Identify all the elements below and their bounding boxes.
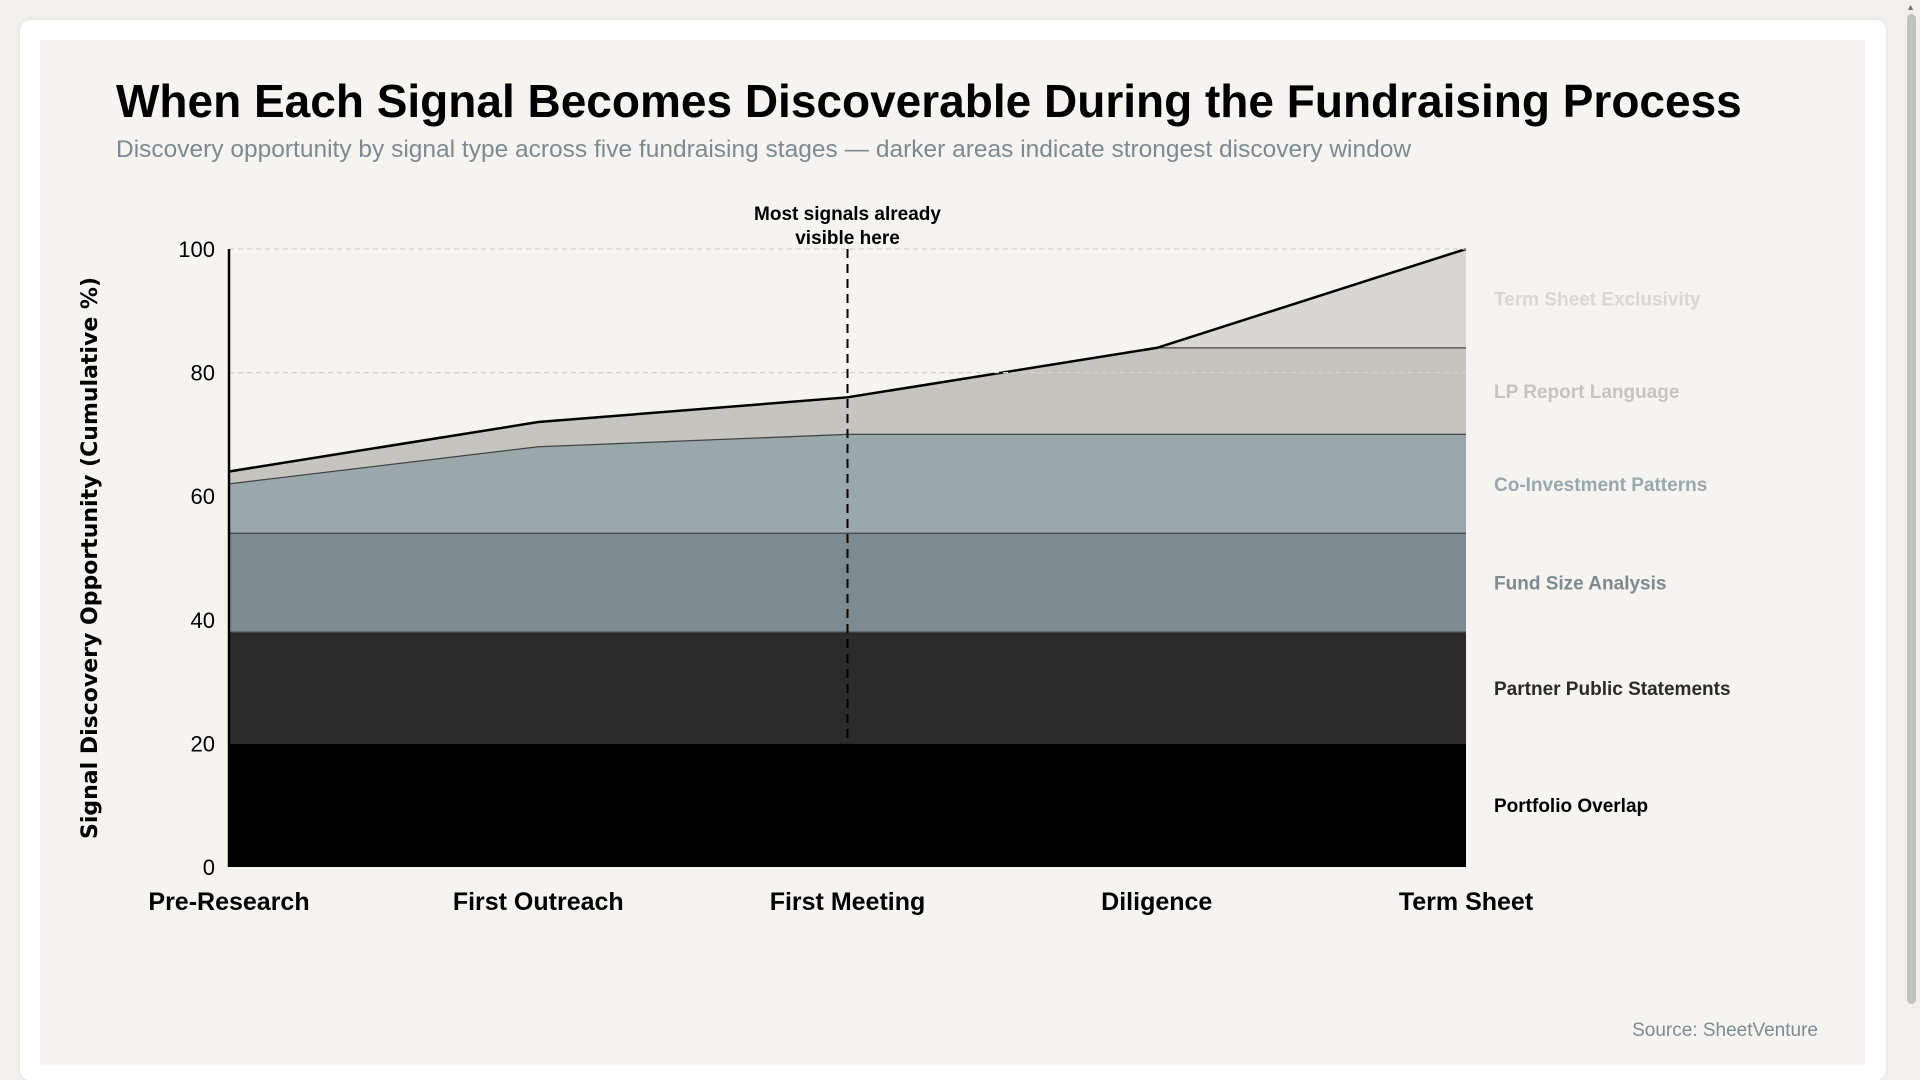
y-tick-label: 0 — [203, 855, 215, 880]
y-tick-label: 100 — [178, 237, 215, 262]
y-tick-label: 80 — [191, 361, 215, 386]
scroll-up-arrow-icon[interactable]: ▲ — [1906, 2, 1915, 12]
series-label: Term Sheet Exclusivity — [1494, 289, 1701, 310]
source-note: Source: SheetVenture — [1632, 1020, 1818, 1041]
x-tick-label: Pre-Research — [148, 888, 309, 916]
chart-title: When Each Signal Becomes Discoverable Du… — [116, 75, 1742, 127]
y-ticks: 0 20 40 60 80 100 — [178, 237, 215, 880]
y-tick-label: 40 — [191, 608, 215, 633]
gridlines — [229, 248, 1466, 374]
x-tick-label: First Meeting — [770, 888, 926, 916]
annotation-text-line1: Most signals already — [754, 204, 941, 225]
scrollbar[interactable] — [1907, 14, 1916, 1004]
series-label: Fund Size Analysis — [1494, 574, 1666, 595]
series-label: LP Report Language — [1494, 382, 1679, 403]
series-label: Portfolio Overlap — [1494, 796, 1648, 817]
x-tick-label: Term Sheet — [1399, 888, 1534, 916]
x-ticks: Pre-Research First Outreach First Meeting D… — [148, 888, 1533, 916]
series-boundary-line — [228, 247, 1467, 473]
y-axis-label: Signal Discovery Opportunity (Cumulative… — [78, 277, 103, 839]
series-label: Co-Investment Patterns — [1494, 475, 1707, 496]
series-labels: Portfolio Overlap Partner Public Statemen… — [1494, 289, 1731, 817]
y-tick-label: 60 — [191, 484, 215, 509]
area-co-investment-patterns — [229, 434, 1466, 534]
area-portfolio-overlap — [229, 743, 1466, 867]
annotation-text-line2: visible here — [795, 228, 900, 249]
series-label: Partner Public Statements — [1494, 679, 1731, 700]
x-tick-label: Diligence — [1101, 888, 1212, 916]
y-tick-label: 20 — [191, 731, 215, 756]
chart-subtitle: Discovery opportunity by signal type acr… — [116, 136, 1412, 163]
x-tick-label: First Outreach — [453, 888, 624, 916]
